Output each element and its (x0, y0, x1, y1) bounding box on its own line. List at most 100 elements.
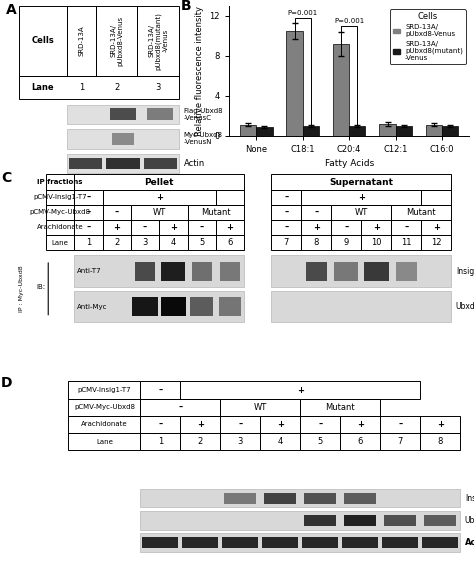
Bar (420, 433, 460, 450)
Bar (344, 493, 376, 504)
Bar (391, 220, 421, 235)
Text: Pellet: Pellet (145, 178, 174, 186)
Text: +: + (297, 385, 304, 395)
Text: WT: WT (254, 403, 267, 412)
Bar (396, 126, 412, 136)
Bar (260, 416, 301, 433)
Bar (271, 235, 301, 250)
Text: Lane: Lane (32, 83, 55, 92)
Text: –: – (238, 420, 243, 429)
Text: Mutant: Mutant (406, 208, 436, 217)
Bar (260, 433, 301, 450)
Text: Anti-T7: Anti-T7 (77, 268, 102, 274)
Text: 10: 10 (371, 238, 382, 247)
Bar (303, 126, 319, 136)
Bar (159, 220, 188, 235)
Bar (46, 205, 74, 220)
Bar (181, 381, 420, 399)
Text: Insig-1: Insig-1 (465, 494, 474, 503)
Text: Arachidonate: Arachidonate (81, 421, 128, 428)
Text: 2: 2 (114, 83, 119, 92)
Text: 4: 4 (278, 437, 283, 446)
Bar (216, 190, 244, 205)
Bar (224, 493, 256, 504)
Bar (220, 261, 240, 281)
Text: 6: 6 (227, 238, 233, 247)
Text: 7: 7 (283, 238, 289, 247)
Bar (361, 220, 391, 235)
Bar (191, 297, 213, 316)
Bar (96, 6, 137, 76)
Bar (422, 537, 458, 548)
Text: –: – (284, 193, 288, 202)
Bar (188, 220, 216, 235)
Legend: SRD-13A/
pUbxd8-Venus, SRD-13A/
pUbxd8(mutant)
-Venus: SRD-13A/ pUbxd8-Venus, SRD-13A/ pUbxd8(m… (390, 9, 466, 64)
Text: C: C (1, 171, 11, 185)
Text: –: – (284, 208, 288, 217)
Text: IP : Myc-Ubxd8: IP : Myc-Ubxd8 (18, 265, 24, 312)
Text: pCMV-Myc-Ubxd8: pCMV-Myc-Ubxd8 (30, 209, 91, 215)
Bar (220, 416, 260, 433)
Bar (68, 433, 140, 450)
Text: P=0.001: P=0.001 (334, 18, 365, 24)
Text: 5: 5 (318, 437, 323, 446)
Text: –: – (318, 420, 322, 429)
Bar (140, 433, 181, 450)
Text: Lane: Lane (96, 439, 113, 445)
Text: Mutant: Mutant (326, 403, 355, 412)
Bar (143, 537, 178, 548)
Bar (140, 533, 460, 552)
Text: –: – (158, 420, 163, 429)
Bar (286, 31, 303, 136)
Text: Supernatant: Supernatant (329, 178, 393, 186)
Bar (181, 433, 220, 450)
Bar (301, 399, 380, 416)
Bar (144, 158, 177, 170)
Bar (304, 493, 337, 504)
Text: Myc-Ubxd8
-VenusN: Myc-Ubxd8 -VenusN (184, 133, 223, 145)
Bar (68, 381, 140, 399)
Text: –: – (284, 223, 288, 232)
Bar (19, 6, 67, 76)
Text: 1: 1 (158, 437, 163, 446)
Bar (219, 297, 241, 316)
Bar (271, 220, 301, 235)
Bar (46, 235, 74, 250)
Text: –: – (344, 223, 348, 232)
Text: Cells: Cells (32, 36, 55, 46)
Text: +: + (358, 193, 365, 202)
Bar (271, 255, 451, 287)
Bar (304, 515, 337, 526)
Bar (426, 125, 442, 136)
Text: Lane: Lane (52, 239, 69, 246)
Bar (74, 255, 244, 287)
Text: 5: 5 (199, 238, 204, 247)
Text: –: – (86, 208, 91, 217)
Bar (74, 205, 102, 220)
Bar (364, 261, 389, 281)
Bar (131, 235, 159, 250)
Text: 8: 8 (438, 437, 443, 446)
Text: 3: 3 (155, 83, 161, 92)
Bar (271, 174, 451, 190)
Text: +: + (170, 223, 177, 232)
Bar (271, 291, 451, 323)
Bar (132, 297, 158, 316)
Bar (384, 515, 416, 526)
Text: +: + (227, 223, 234, 232)
Text: SRD-13A/
pUbxd8(mutant)
-Venus: SRD-13A/ pUbxd8(mutant) -Venus (148, 12, 168, 70)
Text: –: – (178, 403, 182, 412)
Text: 12: 12 (431, 238, 441, 247)
Text: 6: 6 (357, 437, 363, 446)
Text: +: + (277, 420, 284, 429)
Bar (340, 433, 380, 450)
Text: –: – (158, 385, 163, 395)
Bar (67, 104, 179, 124)
Bar (140, 511, 460, 530)
Bar (301, 190, 421, 205)
Y-axis label: Relative fluorescence intensity: Relative fluorescence intensity (195, 6, 204, 136)
Bar (69, 158, 102, 170)
Bar (74, 291, 244, 323)
Bar (331, 205, 391, 220)
Text: P=0.001: P=0.001 (288, 10, 318, 16)
